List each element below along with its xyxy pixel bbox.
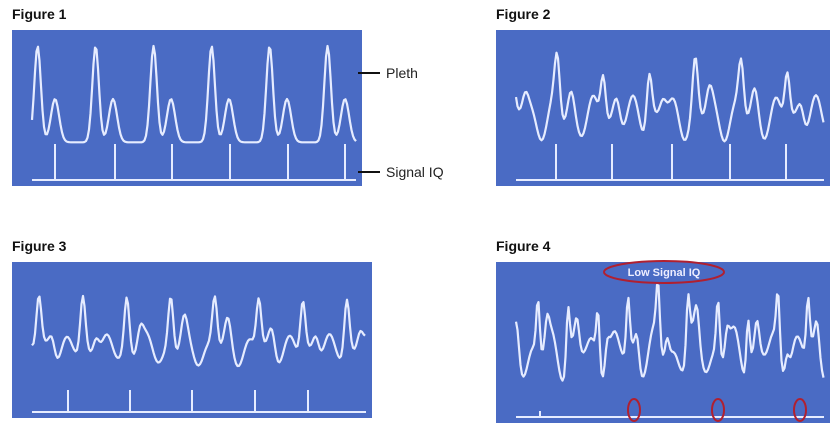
panel — [12, 30, 362, 186]
annotation: Low Signal IQ — [628, 267, 701, 279]
figure-label: Figure 1 — [12, 6, 67, 22]
figure-sheet: Figure 1 Figure 2 Figure 3 Figure 4 Plet… — [0, 0, 830, 423]
panel — [496, 30, 830, 186]
figure-label: Figure 3 — [12, 238, 67, 254]
panels — [12, 30, 830, 423]
callout-pleth: Pleth — [386, 65, 418, 81]
callout-signal-iq: Signal IQ — [386, 164, 444, 180]
figure-label: Figure 4 — [496, 238, 551, 254]
figure-label: Figure 2 — [496, 6, 551, 22]
